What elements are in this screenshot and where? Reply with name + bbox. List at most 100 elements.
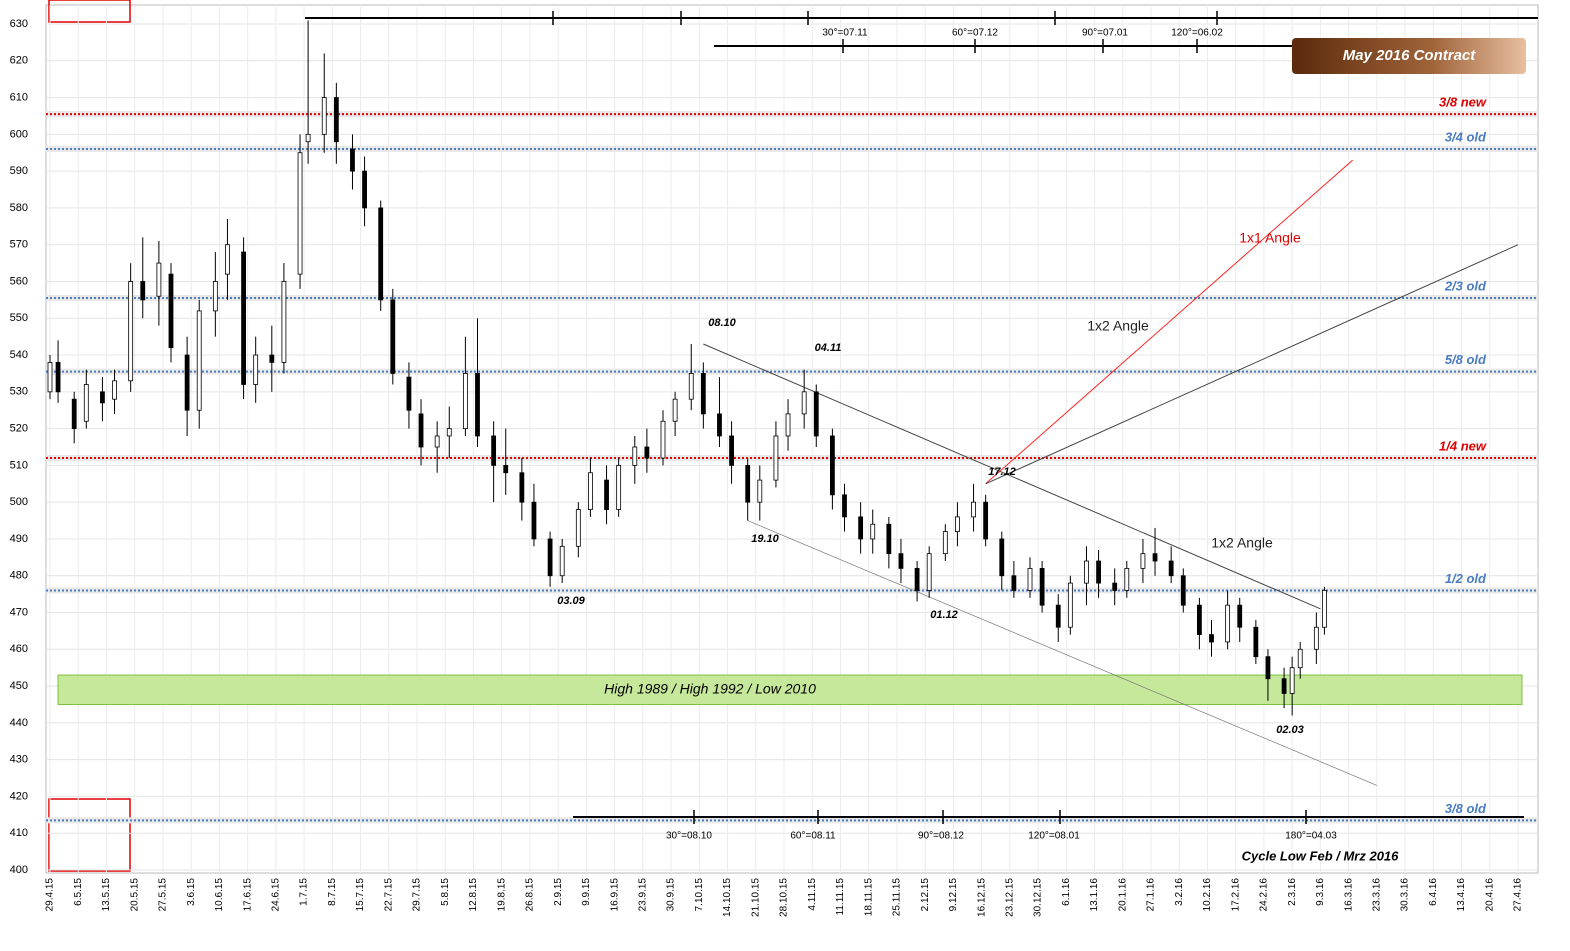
x-tick-label: 2.3.16 [1287,878,1298,906]
x-tick-label: 17.6.15 [242,878,253,912]
candle-body [350,148,355,172]
candle-body [604,479,609,510]
candle-body [1084,560,1089,584]
candle-body [434,435,440,448]
candle-body [305,133,311,143]
trendline [985,159,1353,485]
candle-body [672,398,678,422]
candle-body [1124,567,1130,591]
candle-body [83,384,89,422]
y-tick-label: 610 [10,91,28,103]
pivot-label: 08.10 [708,317,736,329]
candle-body [281,281,287,363]
pivot-label: 17.12 [988,466,1016,478]
y-tick-label: 500 [10,496,28,508]
candle-body [333,97,339,143]
level-label: 5/8 old [1445,352,1487,367]
angle-label: 1x1 Angle [1239,230,1301,246]
x-tick-label: 22.7.15 [383,878,394,912]
candle-body [47,361,53,393]
level-label: 3/8 new [1439,95,1487,110]
x-tick-label: 23.3.16 [1371,878,1382,912]
candle-body [140,281,146,301]
y-tick-label: 480 [10,570,28,582]
x-tick-label: 28.10.15 [779,878,790,917]
pivot-label: 01.12 [930,609,958,621]
y-tick-label: 530 [10,386,28,398]
candle-body [1027,567,1033,591]
y-tick-label: 630 [10,18,28,30]
cycle-label: 60°=08.11 [790,831,836,842]
x-tick-label: 23.9.15 [637,878,648,912]
x-tick-label: 19.8.15 [496,878,507,912]
candle-body [886,523,892,555]
candle-body [253,354,259,385]
y-tick-label: 540 [10,349,28,361]
zone-label: High 1989 / High 1992 / Low 2010 [604,680,816,696]
y-tick-label: 490 [10,533,28,545]
pivot-label: 03.09 [557,595,585,607]
cycle-label: 180°=04.03 [1285,831,1337,842]
candle-body [858,516,864,540]
x-tick-label: 6.5.15 [73,878,84,906]
x-tick-label: 9.12.15 [948,878,959,912]
support-zone [57,674,1523,705]
candle-body [1140,553,1146,569]
candle-body [297,152,303,275]
x-tick-label: 25.11.15 [892,878,903,917]
candle-body [71,398,77,430]
y-tick-label: 620 [10,55,28,67]
candle-body [1152,553,1158,562]
x-tick-label: 7.10.15 [694,878,705,912]
x-tick-label: 9.3.16 [1315,878,1326,906]
x-tick-label: 5.8.15 [440,878,451,906]
candle-body [842,494,847,518]
x-tick-label: 30.12.15 [1033,878,1044,917]
candle-body [898,553,904,569]
cycle-label: 60°=07.12 [952,28,998,39]
candle-body [390,299,396,374]
y-tick-label: 470 [10,606,28,618]
candle-body [829,435,835,496]
candle-body [717,413,722,437]
candle-body [575,509,581,547]
corner-box [48,798,131,872]
x-tick-label: 2.9.15 [553,878,564,906]
y-tick-label: 510 [10,459,28,471]
candle-body [519,472,525,503]
candle-body [1168,560,1174,577]
candle-body [1281,678,1287,694]
x-tick-label: 16.3.16 [1343,878,1354,912]
candle-body [644,446,650,459]
x-tick-label: 20.4.16 [1484,878,1495,912]
candle-body [785,413,791,437]
candle-body [813,391,819,437]
candle-body [184,354,190,411]
x-tick-label: 16.12.15 [976,878,987,917]
x-tick-label: 6.1.16 [1061,878,1072,906]
x-tick-label: 3.6.15 [186,878,197,906]
candle-body [559,545,565,577]
y-tick-label: 400 [10,864,28,876]
y-tick-label: 440 [10,717,28,729]
x-tick-label: 6.4.16 [1428,878,1439,906]
x-tick-label: 30.3.16 [1400,878,1411,912]
candle-body [241,251,246,385]
candle-body [269,354,275,363]
y-tick-label: 520 [10,423,28,435]
candle-body [729,435,734,466]
candle-body [503,464,509,474]
candle-body [1067,582,1073,628]
candle-body [870,523,876,540]
x-tick-label: 13.4.16 [1456,878,1467,912]
chart-title: May 2016 Contract [1343,47,1477,64]
corner-box [48,0,131,23]
candle-body [475,373,480,437]
cycle-label: 120°=06.02 [1171,28,1223,39]
candle-body [914,567,920,591]
cycle-label: 120°=08.01 [1028,831,1080,842]
x-tick-label: 8.7.15 [327,878,338,906]
cycle-label: 90°=08.12 [918,831,964,842]
candle-body [757,479,763,503]
